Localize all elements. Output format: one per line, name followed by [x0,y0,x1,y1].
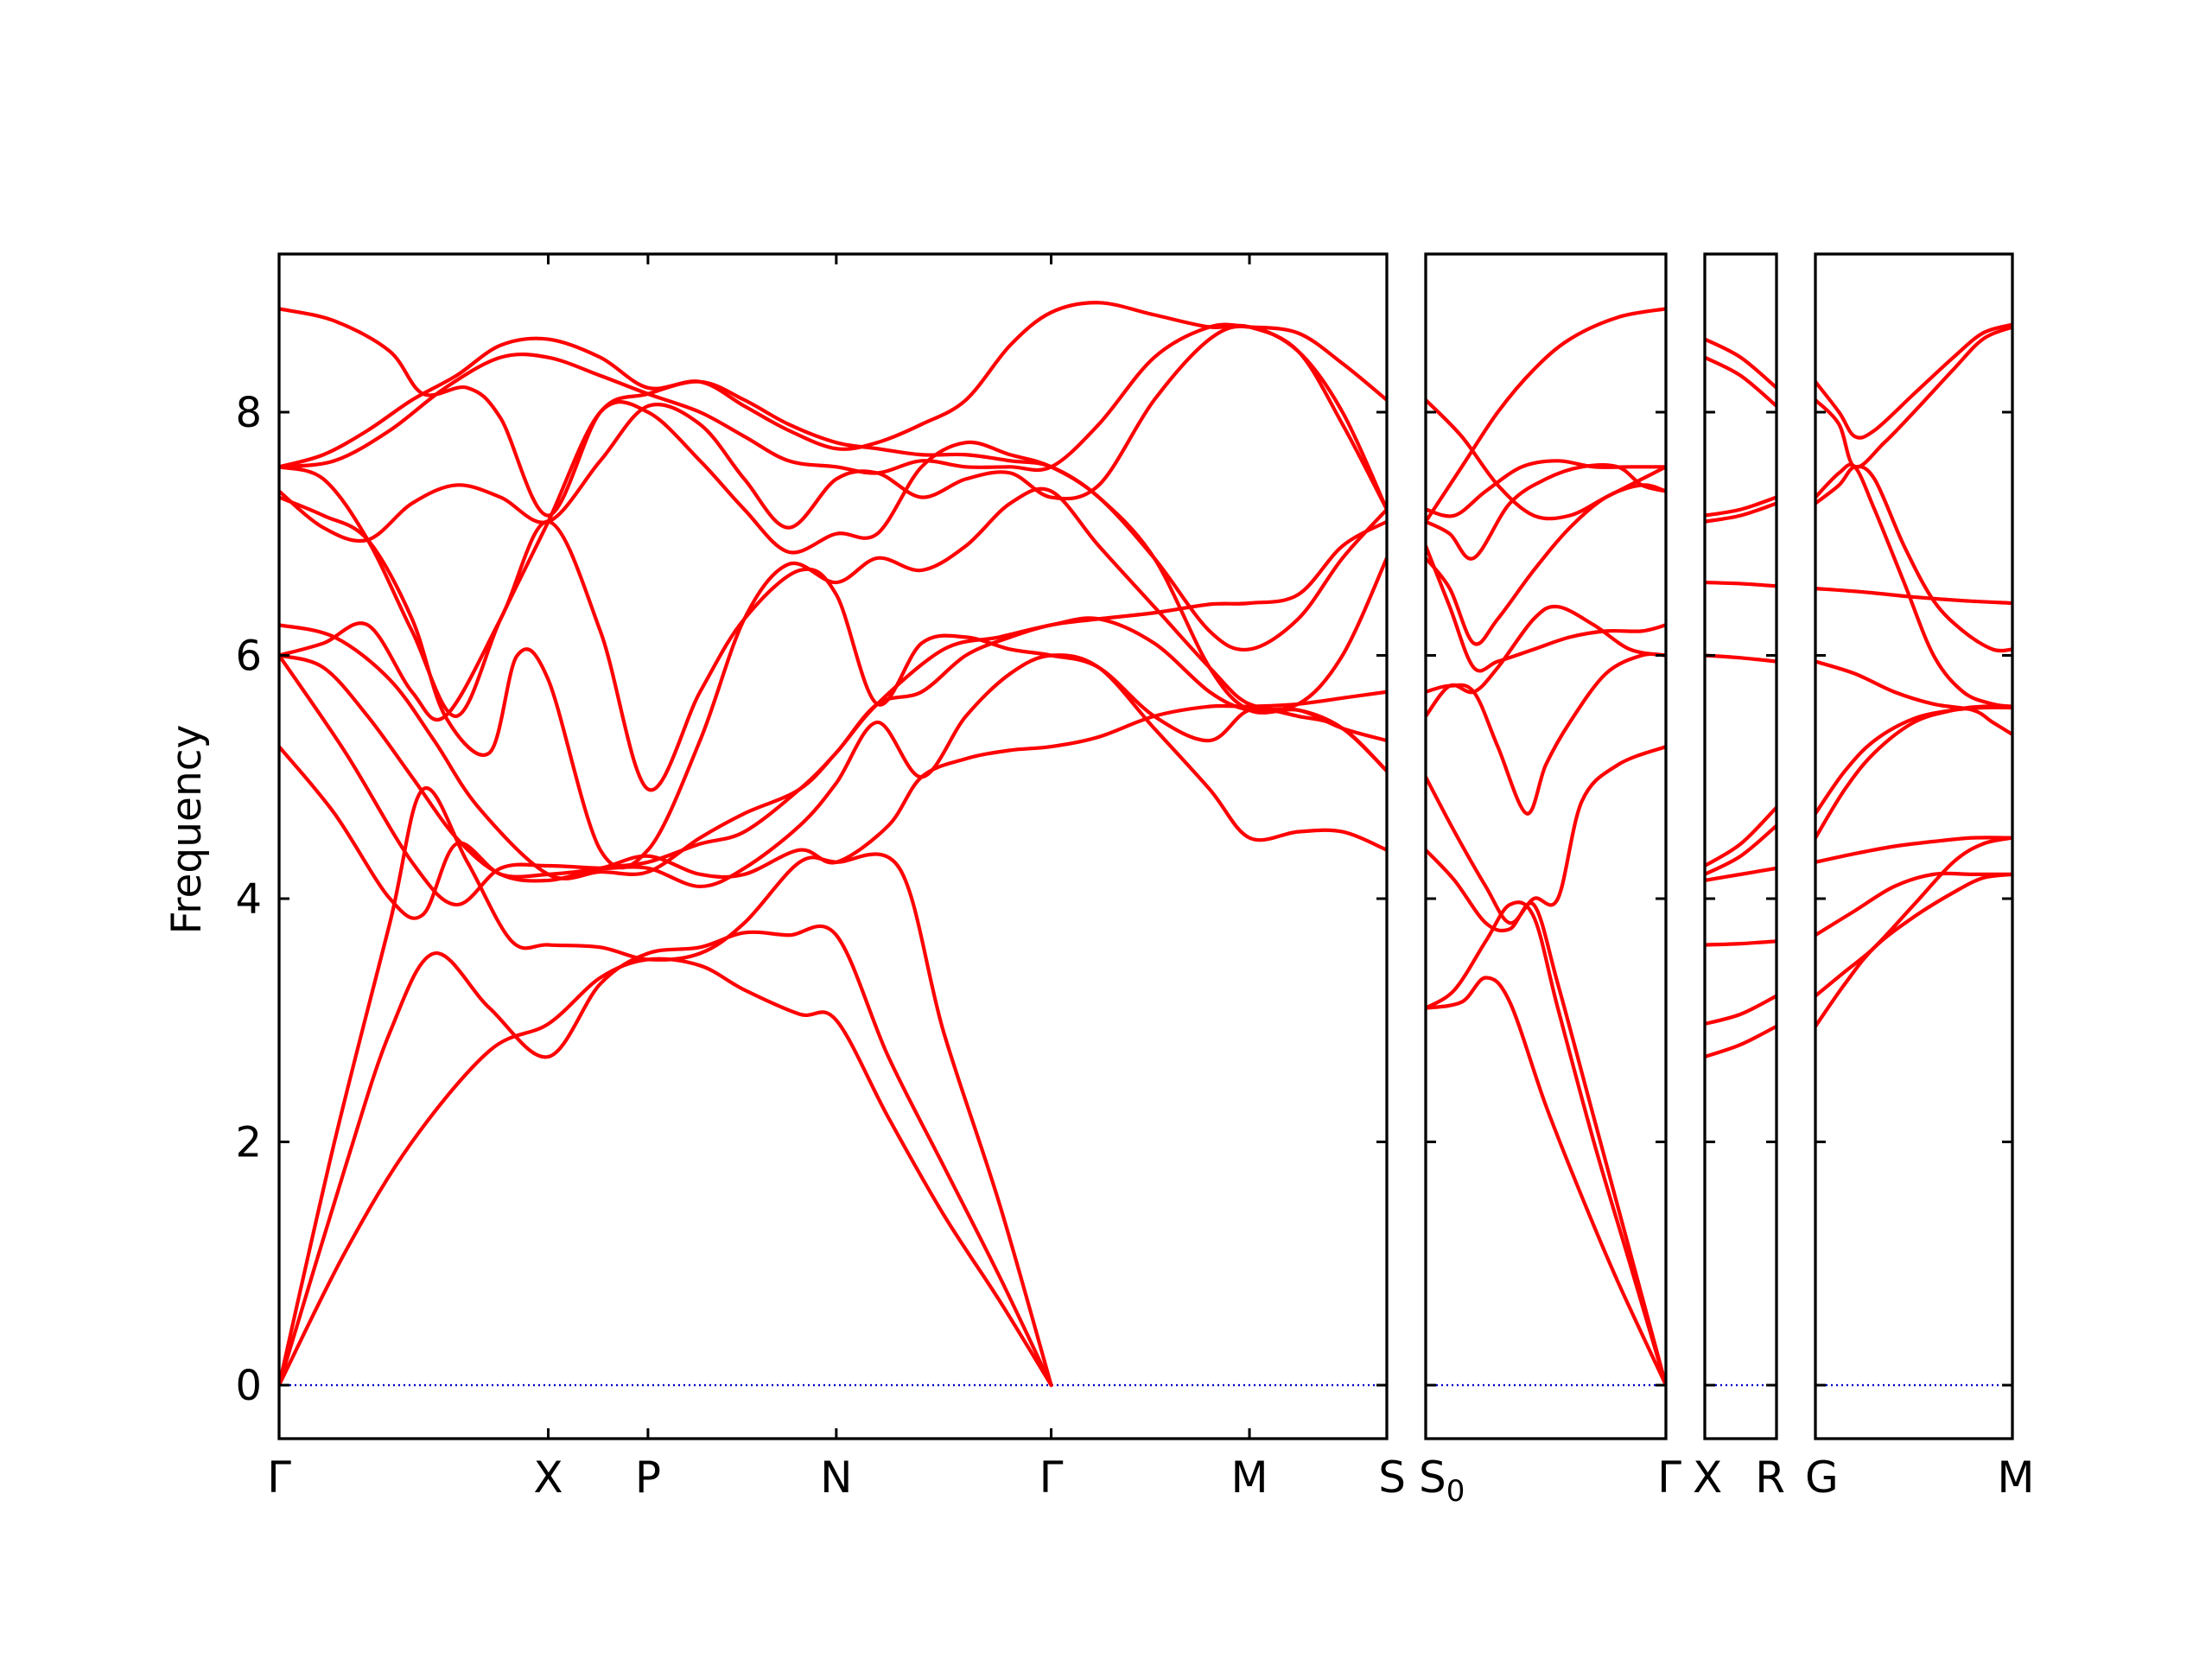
panel-frame [1703,252,1778,1440]
panel-frame [277,252,1389,1440]
band-line-11 [279,324,1387,543]
y-tick-label: 8 [235,389,262,437]
x-tick-label-S: S0 [1419,1452,1465,1509]
band-line-9 [1815,462,2012,709]
x-tick-label-Γ: Γ [267,1452,291,1503]
band-line-11 [1705,355,1777,409]
band-line-4 [1815,836,2012,864]
band-line-7 [279,616,1387,880]
y-tick-label: 6 [235,632,262,681]
x-tick-label-Γ: Γ [1657,1452,1681,1503]
band-line-2 [1815,836,2012,998]
band-line-8 [1705,580,1777,588]
band-line-12 [1426,397,1666,521]
band-line-2 [1705,994,1777,1027]
band-line-4 [1426,744,1666,925]
x-tick-label-M: M [1997,1452,2034,1503]
band-line-4 [1705,866,1777,883]
band-line-11 [1426,307,1666,524]
band-line-1 [1815,872,2012,1028]
band-line-10 [279,400,1387,718]
y-tick-label: 0 [235,1362,262,1410]
band-line-5 [1705,823,1777,876]
panel-2: S0 Γ [1419,252,1681,1509]
bands-group [1705,337,1777,1059]
panel-1: Γ X P N Γ M S 0 2 4 6 8 [235,252,1406,1503]
x-tick-label-subscript: 0 [1446,1474,1465,1509]
band-line-1 [1426,976,1666,1388]
band-line-8 [1815,586,2012,606]
band-line-9 [279,486,1387,870]
band-line-12 [1705,337,1777,390]
x-tick-label-X: X [1693,1452,1722,1503]
band-line-3 [1705,939,1777,947]
band-line-5 [1426,652,1666,816]
bands-group [1426,307,1666,1388]
band-line-7 [1815,659,2012,737]
band-line-3 [279,785,1053,1388]
x-tick-label-G: G [1805,1452,1839,1503]
panel-frame [1814,252,2014,1440]
band-line-6 [1426,543,1666,673]
x-tick-label-S: S [1378,1452,1406,1503]
x-tick-label-Γ: Γ [1039,1452,1064,1503]
band-line-12 [1815,322,2012,440]
band-line-9 [1705,501,1777,524]
band-line-10 [1426,459,1666,518]
band-line-10 [1815,464,2012,653]
x-tick-label-M: M [1230,1452,1268,1503]
band-line-6 [1815,705,2012,816]
panel-frame [1424,252,1668,1440]
band-line-3 [1815,871,2012,938]
band-line-6 [279,519,1387,883]
band-line-1 [1705,1024,1777,1059]
band-line-6 [1705,805,1777,868]
band-line-1 [279,957,1053,1388]
bands-group [1815,322,2012,1028]
y-tick-label: 2 [235,1119,262,1167]
x-tick-label-N: N [820,1452,852,1503]
band-line-14 [279,307,1387,773]
band-line-2 [279,924,1053,1388]
band-line-10 [1705,495,1777,518]
band-line-8 [279,519,1387,792]
x-tick-label-P: P [635,1452,661,1503]
band-line-12 [279,322,1387,475]
band-line-5 [279,690,1387,920]
x-tick-label-R: R [1755,1452,1785,1503]
band-line-2 [1426,900,1666,1388]
band-line-3 [1426,848,1666,1388]
bands-group [279,301,1387,1388]
band-line-8 [1426,483,1666,646]
band-line-7 [1426,604,1666,718]
band-line-11 [1815,325,2012,469]
band-line-9 [1426,463,1666,561]
band-line-7 [1705,653,1777,664]
band-line-13 [279,301,1387,512]
band-line-4 [279,653,1387,907]
y-tick-label: 4 [235,875,262,924]
y-axis-title: Frequency [163,725,211,935]
x-tick-label-X: X [533,1452,563,1503]
